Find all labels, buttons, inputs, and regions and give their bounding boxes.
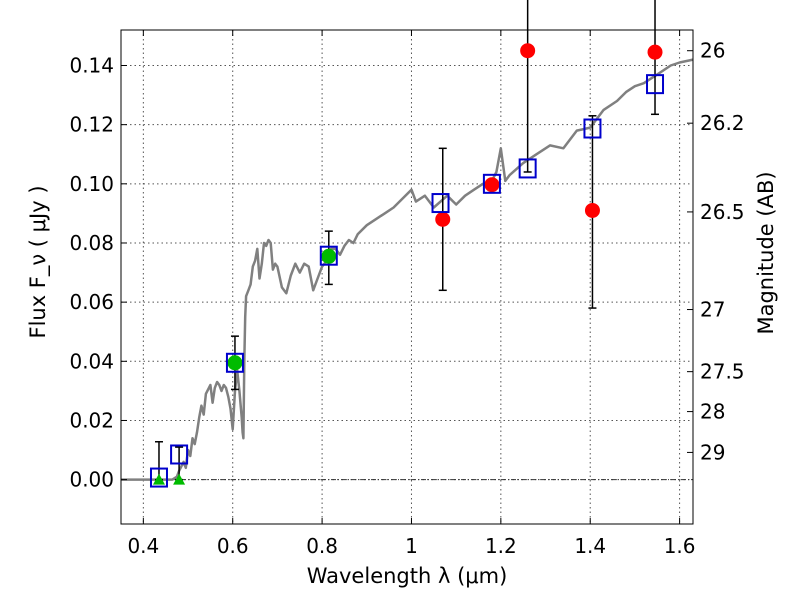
model-photometry-box bbox=[149, 467, 168, 488]
right-tick-label: 28 bbox=[700, 400, 725, 424]
right-tick-label: 26.5 bbox=[700, 200, 745, 224]
y-tick-label: 0.04 bbox=[69, 349, 114, 373]
model-photometry-box bbox=[518, 158, 537, 179]
right-tick-label: 27 bbox=[700, 298, 725, 322]
grid bbox=[121, 30, 693, 524]
x-tick-label: 0.4 bbox=[127, 534, 159, 558]
red-detection-point bbox=[647, 44, 663, 60]
model-photometry-box bbox=[225, 352, 244, 373]
x-tick-label: 1.2 bbox=[485, 534, 517, 558]
red-detection-point bbox=[484, 177, 500, 193]
upper-limit-marker bbox=[152, 473, 165, 485]
x-tick-label: 1.4 bbox=[574, 534, 606, 558]
right-axis-label: Magnitude (AB) bbox=[754, 171, 778, 334]
y-tick-label: 0.00 bbox=[69, 468, 114, 492]
plot-frame bbox=[120, 29, 694, 525]
x-axis-label: Wavelength λ (μm) bbox=[307, 564, 508, 588]
x-tick-label: 1.6 bbox=[664, 534, 696, 558]
right-tick-label: 26.2 bbox=[700, 111, 745, 135]
model-spectrum-line bbox=[121, 58, 694, 481]
model-photometry-box bbox=[431, 193, 450, 214]
x-tick-label: 1 bbox=[405, 534, 418, 558]
right-tick-label: 26 bbox=[700, 39, 725, 63]
right-tick-label: 27.5 bbox=[700, 360, 745, 384]
y-tick-label: 0.08 bbox=[69, 231, 114, 255]
model-spectrum bbox=[121, 58, 694, 481]
y-tick-label: 0.14 bbox=[69, 53, 114, 77]
y-tick-label: 0.10 bbox=[69, 172, 114, 196]
y-axis-label: Flux F_ν ( μJy ) bbox=[26, 185, 51, 338]
right-tick-label: 29 bbox=[700, 440, 725, 464]
x-tick-label: 0.6 bbox=[217, 534, 249, 558]
red-detection-point bbox=[520, 43, 536, 59]
upper-limit-marker bbox=[173, 473, 186, 485]
y-tick-label: 0.02 bbox=[69, 408, 114, 432]
green-detection-point bbox=[321, 248, 337, 264]
x-tick-label: 0.8 bbox=[306, 534, 338, 558]
markers bbox=[149, 43, 665, 488]
model-photometry-box bbox=[170, 444, 189, 465]
model-photometry-box bbox=[319, 245, 338, 266]
axis-ticks: 0.4 0.6 0.8 1 1.2 1.4 1.6 0.00 0.02 0.04 0.06 0.08 0… bbox=[69, 30, 745, 558]
green-detection-point bbox=[227, 355, 243, 371]
model-photometry-box bbox=[583, 118, 602, 139]
model-photometry-box bbox=[646, 74, 665, 95]
y-tick-label: 0.06 bbox=[69, 290, 114, 314]
red-detection-point bbox=[584, 202, 600, 218]
red-detection-point bbox=[435, 211, 451, 227]
y-tick-label: 0.12 bbox=[69, 113, 114, 137]
model-photometry-box bbox=[482, 173, 501, 194]
